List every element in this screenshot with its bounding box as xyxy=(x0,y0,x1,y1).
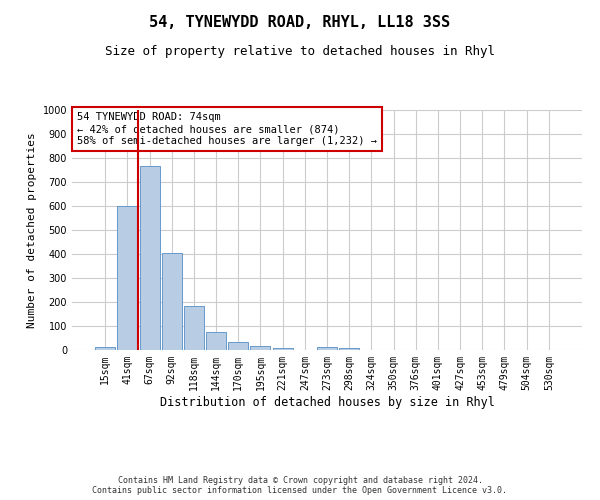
Bar xyxy=(317,347,337,350)
Bar xyxy=(184,306,204,350)
Bar xyxy=(228,342,248,350)
Bar xyxy=(339,348,359,350)
Text: Contains HM Land Registry data © Crown copyright and database right 2024.
Contai: Contains HM Land Registry data © Crown c… xyxy=(92,476,508,495)
Bar xyxy=(272,348,293,350)
Bar xyxy=(162,253,182,350)
Text: 54, TYNEWYDD ROAD, RHYL, LL18 3SS: 54, TYNEWYDD ROAD, RHYL, LL18 3SS xyxy=(149,15,451,30)
Bar xyxy=(95,347,115,350)
Bar xyxy=(140,166,160,350)
X-axis label: Distribution of detached houses by size in Rhyl: Distribution of detached houses by size … xyxy=(160,396,494,408)
Bar xyxy=(118,206,137,350)
Y-axis label: Number of detached properties: Number of detached properties xyxy=(27,132,37,328)
Text: 54 TYNEWYDD ROAD: 74sqm
← 42% of detached houses are smaller (874)
58% of semi-d: 54 TYNEWYDD ROAD: 74sqm ← 42% of detache… xyxy=(77,112,377,146)
Text: Size of property relative to detached houses in Rhyl: Size of property relative to detached ho… xyxy=(105,45,495,58)
Bar xyxy=(206,332,226,350)
Bar xyxy=(250,346,271,350)
